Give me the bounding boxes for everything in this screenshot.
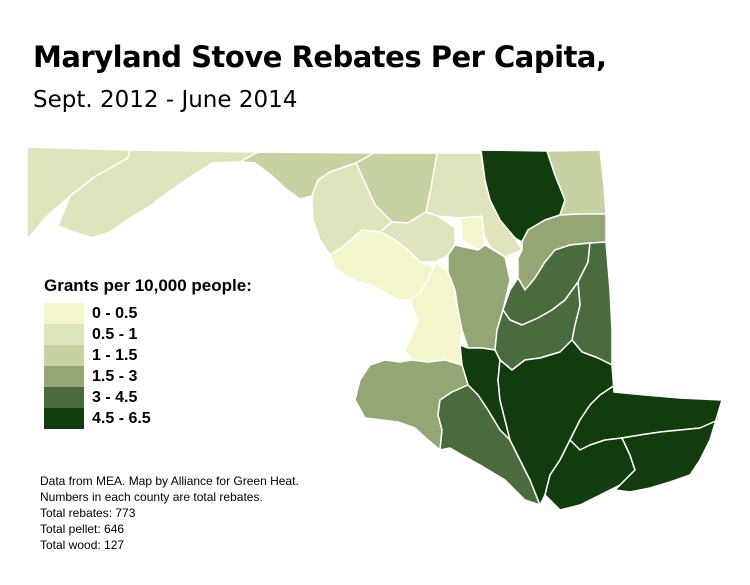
legend-item: 1.5 - 3 — [44, 366, 137, 387]
legend-item: 4.5 - 6.5 — [44, 408, 151, 429]
legend-item: 1 - 1.5 — [44, 345, 137, 366]
legend-swatch — [44, 366, 84, 387]
legend-label: 1 - 1.5 — [92, 346, 138, 364]
legend-title: Grants per 10,000 people: — [44, 276, 252, 295]
legend-swatch — [44, 303, 84, 324]
note-line: Data from MEA. Map by Alliance for Green… — [40, 474, 299, 488]
legend-swatch — [44, 387, 84, 408]
legend-item: 0 - 0.5 — [44, 303, 137, 324]
legend-item: 3 - 4.5 — [44, 387, 137, 408]
legend-swatch — [44, 408, 84, 429]
county-baltimore-city — [459, 215, 486, 251]
legend-item: 0.5 - 1 — [44, 324, 137, 345]
note-line: Total wood: 127 — [40, 538, 125, 552]
county-allegany-east — [57, 149, 259, 239]
map-title: Maryland Stove Rebates Per Capita, — [33, 40, 607, 74]
source-notes: Data from MEA. Map by Alliance for Green… — [40, 473, 299, 553]
map-subtitle: Sept. 2012 - June 2014 — [33, 87, 298, 113]
note-line: Numbers in each county are total rebates… — [40, 490, 263, 504]
legend-swatch — [44, 345, 84, 366]
legend-label: 4.5 - 6.5 — [92, 409, 151, 427]
legend-label: 1.5 - 3 — [92, 367, 138, 385]
legend-label: 0.5 - 1 — [92, 325, 138, 343]
note-line: Total pellet: 646 — [40, 522, 125, 536]
county-worcester — [614, 399, 723, 493]
legend-swatch — [44, 324, 84, 345]
legend-label: 0 - 0.5 — [92, 304, 138, 322]
note-line: Total rebates: 773 — [40, 506, 136, 520]
legend-label: 3 - 4.5 — [92, 388, 138, 406]
